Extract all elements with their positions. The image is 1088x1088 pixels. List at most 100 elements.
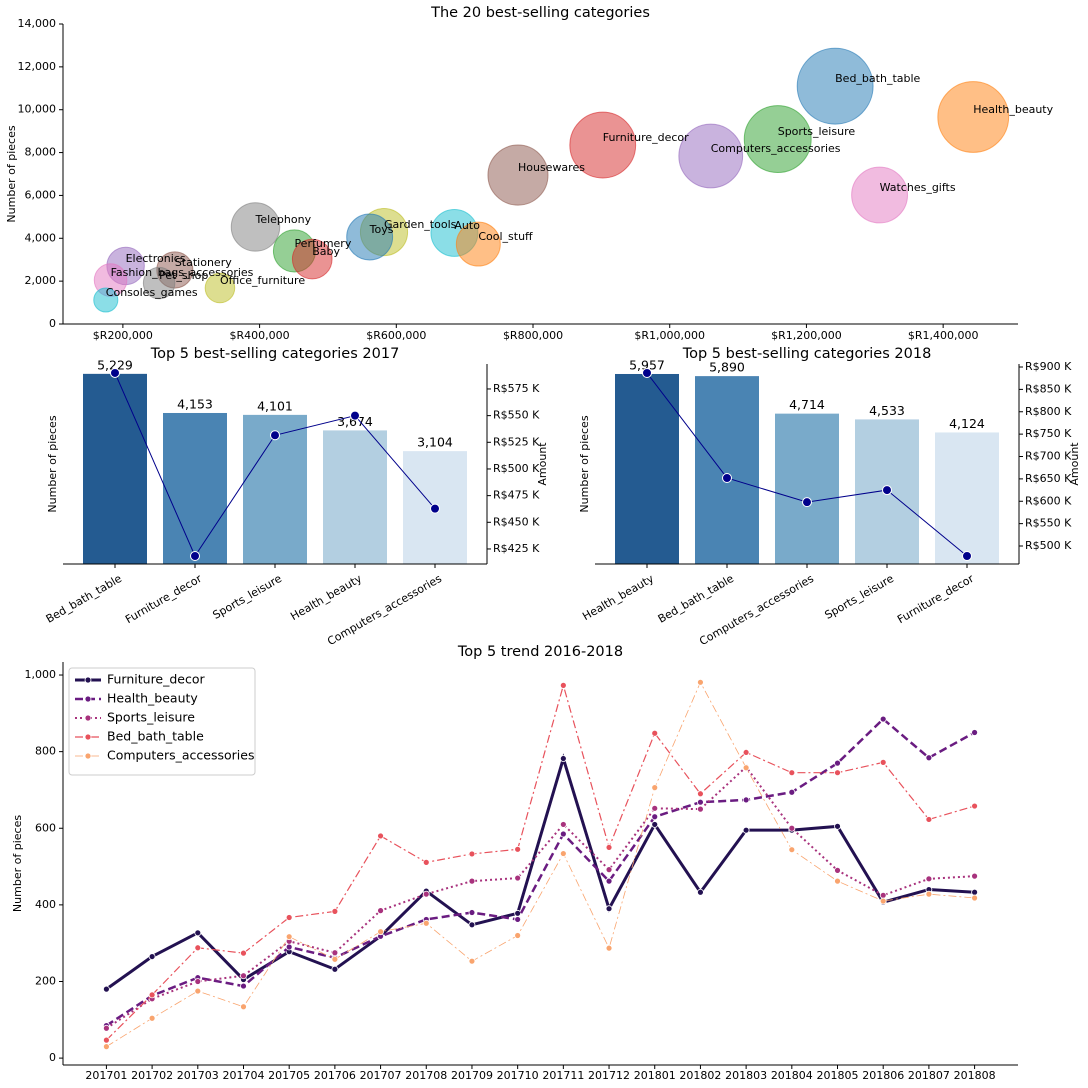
series-marker — [651, 813, 659, 821]
bar-value-label: 4,714 — [789, 397, 825, 412]
series-marker — [742, 764, 750, 772]
y-tick-label: 600 — [35, 821, 56, 834]
y2-tick-label: R$500 K — [1025, 539, 1072, 552]
bar-value-label: 3,104 — [417, 435, 453, 450]
legend-marker — [84, 752, 92, 760]
y-tick-label: 4,000 — [25, 231, 57, 244]
bubble-label: Cool_stuff — [478, 230, 533, 243]
series-marker — [468, 877, 476, 885]
x-tick-label: Health_beauty — [288, 572, 364, 623]
series-marker — [148, 1014, 156, 1022]
bubble — [142, 266, 176, 300]
bubble-label: Telephony — [254, 213, 311, 226]
y-tick-label: 10,000 — [18, 103, 57, 116]
series-marker — [559, 681, 567, 689]
x-tick-label: 201806 — [862, 1069, 904, 1082]
y-tick-label: 1,000 — [25, 668, 57, 681]
bubble-label: Perfumery — [294, 237, 351, 250]
bar-value-label: 4,153 — [177, 396, 213, 411]
series-marker — [971, 872, 978, 880]
x-tick-label: 201801 — [634, 1069, 676, 1082]
y2-tick-label: R$900 K — [1025, 360, 1072, 373]
series-marker — [834, 877, 841, 885]
bubble-label: Computers_accessories — [711, 142, 841, 155]
series-marker — [103, 1043, 110, 1051]
x-tick-label: $R1,000,000 — [634, 329, 705, 342]
bubble-label: Watches_gifts — [880, 181, 956, 194]
x-tick-label: $R200,000 — [93, 329, 153, 342]
bubble — [291, 238, 333, 280]
series-marker — [605, 866, 613, 874]
bubble — [93, 287, 119, 313]
series-marker — [697, 678, 704, 686]
y-tick-label: 0 — [49, 1051, 56, 1064]
series-marker — [285, 914, 293, 921]
series-marker — [103, 1024, 110, 1032]
legend-marker — [84, 733, 92, 741]
x-tick-label: 201709 — [451, 1069, 493, 1082]
bubble — [346, 213, 394, 261]
y2-tick-label: R$800 K — [1025, 405, 1072, 418]
series-marker — [834, 759, 841, 767]
y-tick-label: 14,000 — [18, 17, 57, 30]
series-marker — [148, 991, 156, 999]
x-tick-label: 201805 — [817, 1069, 859, 1082]
series-marker — [651, 804, 659, 812]
series-marker — [605, 877, 613, 885]
bubble — [455, 221, 501, 267]
x-tick-label: Bed_bath_table — [44, 572, 124, 626]
x-tick-label: $R1,400,000 — [908, 329, 979, 342]
series-marker — [605, 844, 613, 851]
x-tick-label: 201701 — [85, 1069, 127, 1082]
series-marker — [788, 769, 796, 777]
series-marker — [788, 788, 796, 796]
bubble — [743, 105, 812, 174]
bubble-label: Stationery — [175, 256, 232, 269]
series-marker — [925, 890, 933, 898]
series-line — [105, 753, 975, 991]
series-marker — [742, 796, 750, 804]
y-tick-label: 12,000 — [18, 60, 57, 73]
series-marker — [148, 953, 156, 960]
series-marker — [514, 909, 522, 917]
bubble-label: Office_furniture — [220, 274, 305, 287]
x-tick-label: 201710 — [497, 1069, 539, 1082]
series-marker — [559, 850, 567, 857]
series-marker — [879, 715, 887, 723]
series-marker — [194, 944, 202, 952]
bar-value-label: 4,533 — [869, 403, 905, 418]
bar-value-label: 5,890 — [709, 360, 745, 375]
series-marker — [422, 919, 430, 927]
x-tick-label: 201711 — [542, 1069, 584, 1082]
bubble-label: Auto — [454, 219, 480, 232]
series-marker — [879, 897, 887, 905]
bar — [695, 376, 759, 564]
x-tick-label: $R400,000 — [230, 329, 290, 342]
series-marker — [468, 921, 476, 929]
x-tick-label: Furniture_decor — [895, 572, 976, 626]
series-marker — [834, 822, 841, 830]
series-marker — [697, 798, 704, 806]
y-tick-label: 6,000 — [25, 188, 57, 201]
x-tick-label: Bed_bath_table — [656, 572, 736, 626]
bubble-label: Garden_tools — [384, 218, 457, 231]
bubble-label: Pet_shop — [159, 269, 208, 282]
x-tick-label: $R1,200,000 — [771, 329, 842, 342]
series-marker — [377, 928, 384, 936]
x-tick-label: 201703 — [177, 1069, 219, 1082]
series-marker — [331, 965, 339, 973]
legend-label: Computers_accessories — [107, 748, 255, 763]
series-marker — [559, 821, 567, 828]
series-marker — [514, 845, 522, 853]
x-tick-label: 201706 — [314, 1069, 356, 1082]
series-marker — [651, 821, 659, 828]
series-marker — [468, 850, 476, 858]
bar — [163, 412, 227, 564]
bar — [83, 373, 147, 564]
bar-value-label: 4,124 — [949, 416, 985, 431]
x-tick-label: 201704 — [222, 1069, 264, 1082]
y-axis-label: Number of pieces — [5, 125, 18, 222]
x-tick-label: Health_beauty — [580, 572, 656, 623]
bubble-label: Furniture_decor — [603, 131, 689, 144]
x-tick-label: Furniture_decor — [123, 572, 204, 626]
